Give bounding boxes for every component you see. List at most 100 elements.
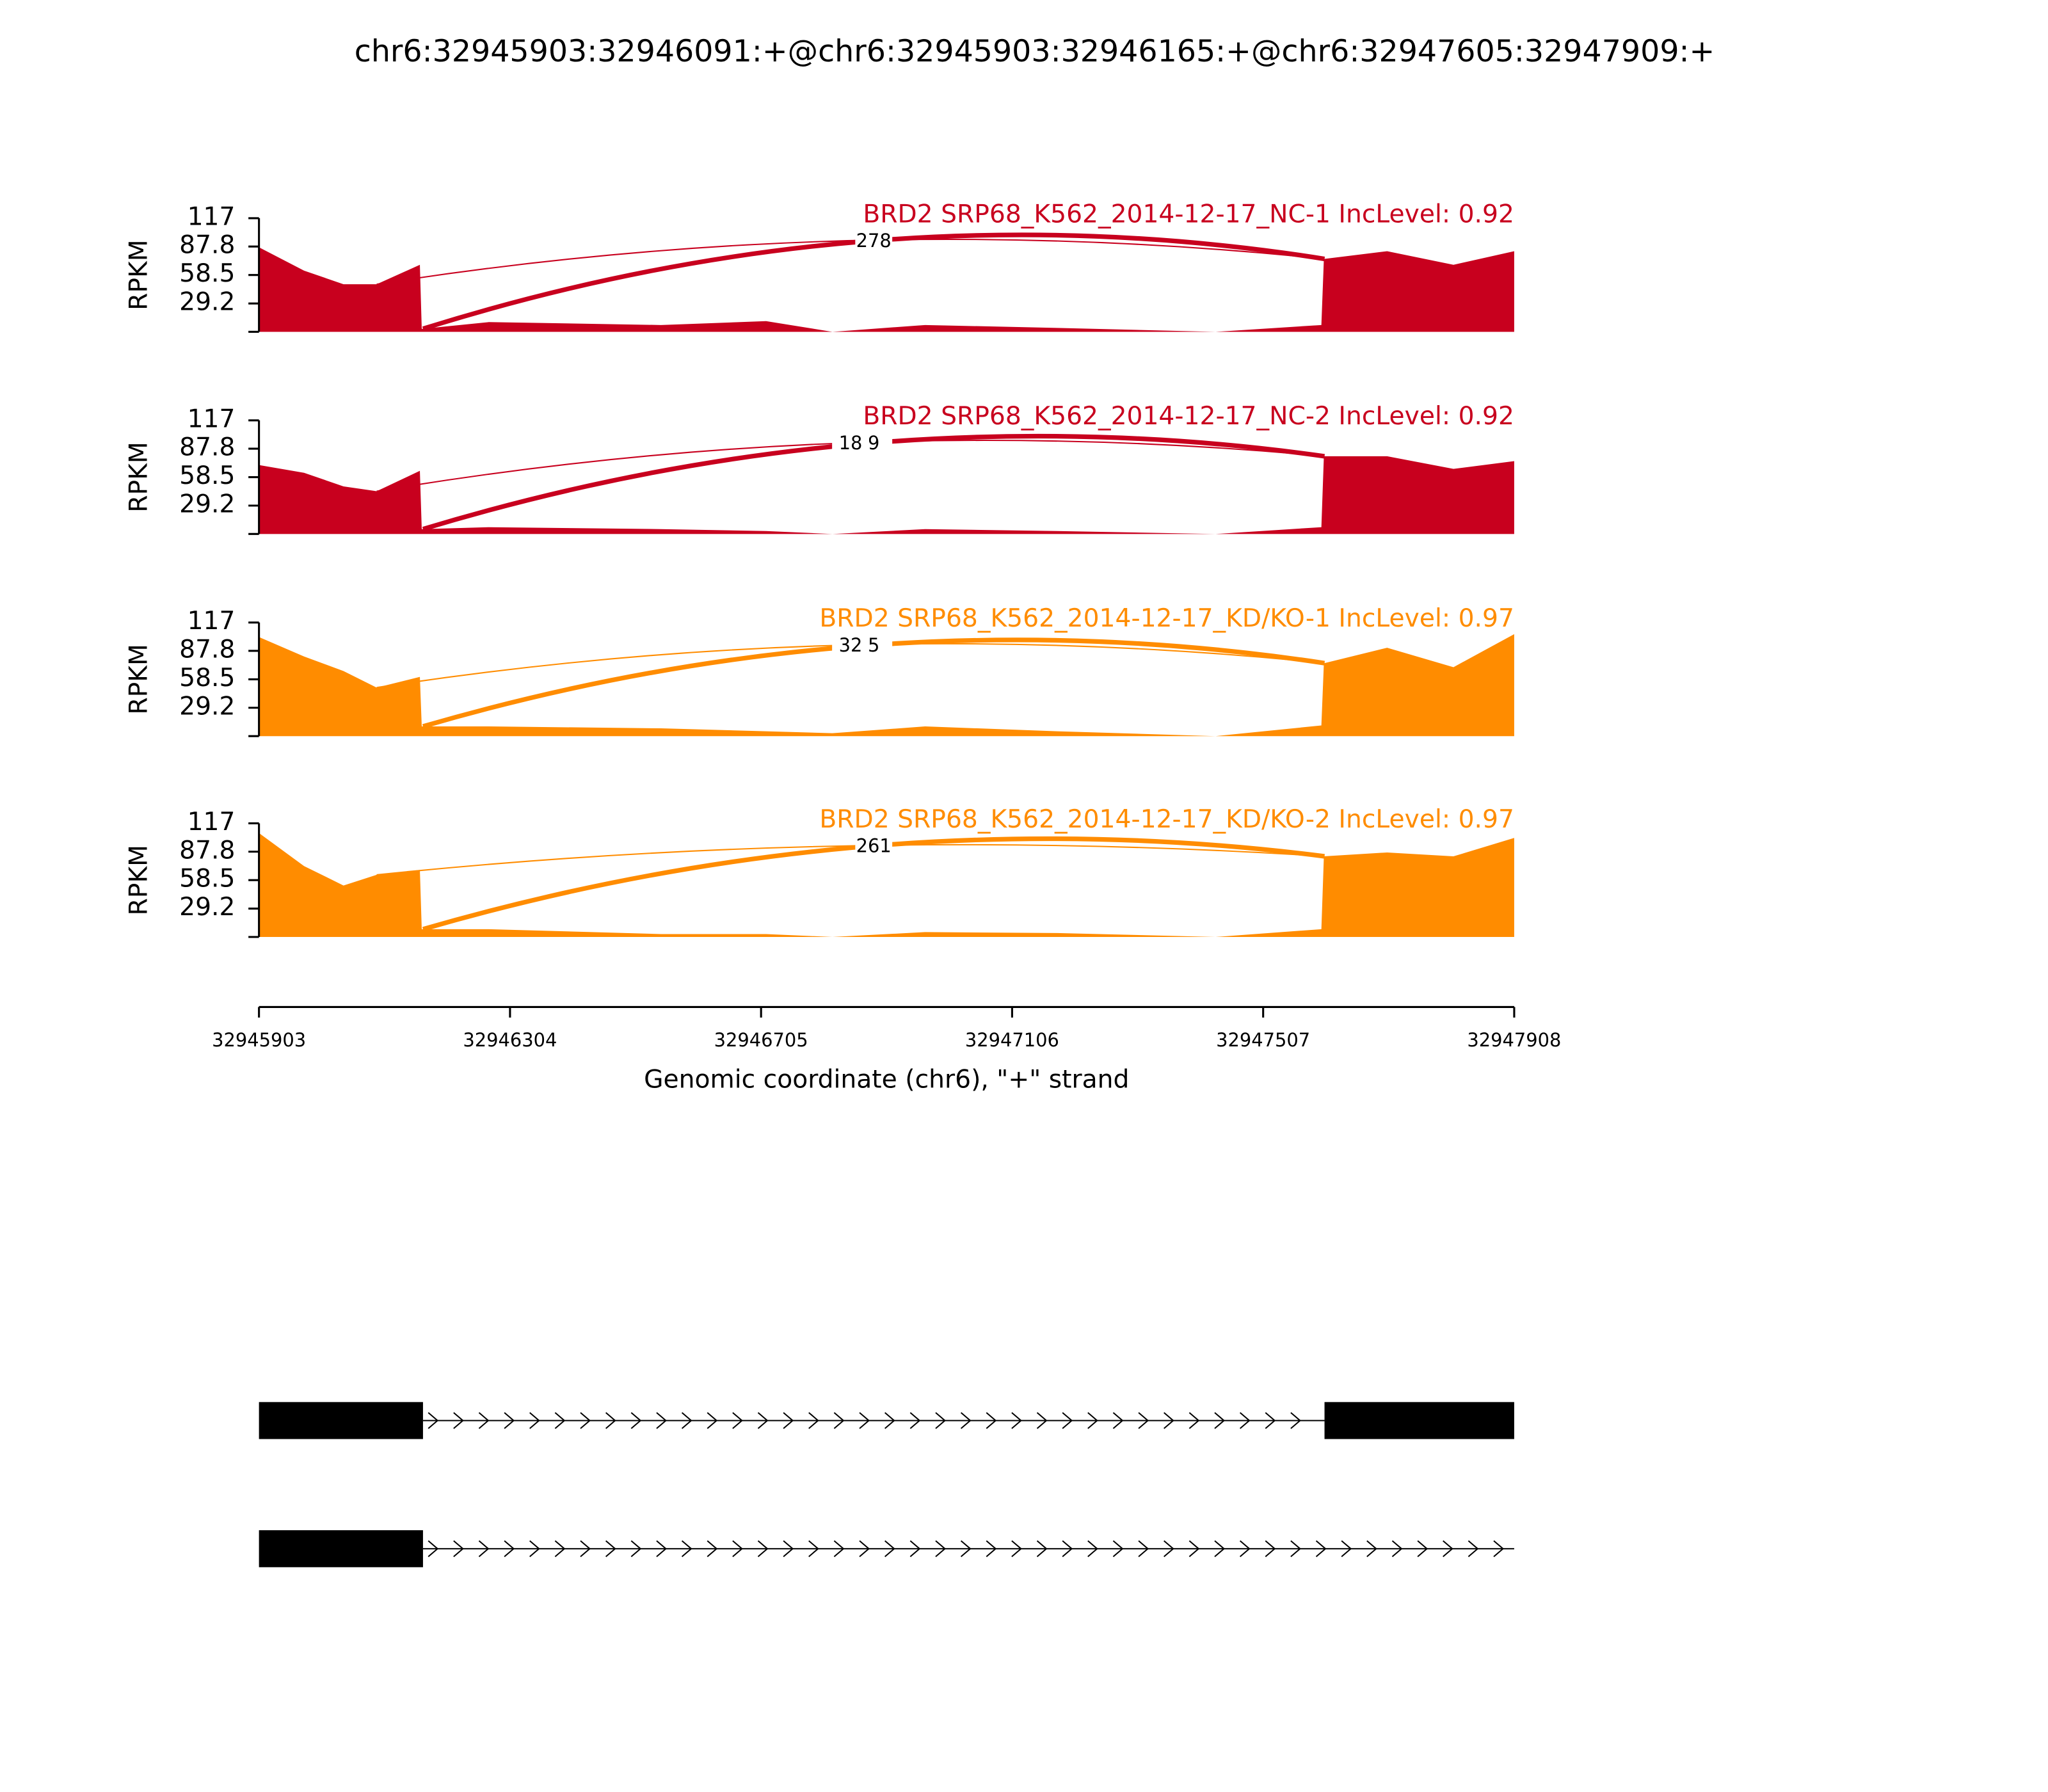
- y-tick-label: 117: [188, 404, 236, 433]
- strand-chevron: [833, 1412, 845, 1429]
- strand-chevron: [1164, 1412, 1174, 1429]
- junction-arc: [376, 844, 1325, 876]
- y-axis-label: RPKM: [124, 644, 153, 714]
- strand-chevron: [935, 1540, 947, 1558]
- strand-chevron: [504, 1540, 515, 1558]
- junction-count: 278: [856, 230, 892, 252]
- strand-chevron: [428, 1540, 439, 1558]
- strand-chevron: [1239, 1540, 1251, 1558]
- strand-chevron: [783, 1412, 794, 1429]
- x-tick-label: 32945903: [212, 1029, 306, 1051]
- strand-chevron: [554, 1412, 566, 1429]
- strand-chevron: [478, 1540, 490, 1558]
- strand-chevron: [1138, 1540, 1149, 1558]
- x-tick-label: 32946304: [463, 1029, 557, 1051]
- strand-chevron: [1443, 1540, 1453, 1558]
- junction-label-bg: [832, 634, 869, 656]
- strand-chevron: [529, 1412, 540, 1429]
- strand-chevron: [1164, 1540, 1174, 1558]
- x-axis-label: Genomic coordinate (chr6), "+" strand: [644, 1066, 1129, 1094]
- strand-chevron: [1087, 1412, 1098, 1429]
- strand-chevron: [681, 1540, 692, 1558]
- strand-chevron: [1468, 1540, 1479, 1558]
- strand-chevron: [681, 1412, 692, 1429]
- strand-chevron: [1138, 1412, 1149, 1429]
- y-tick-label: 58.5: [179, 865, 235, 893]
- coverage-area: [259, 247, 1514, 332]
- y-tick-label: 87.8: [179, 836, 235, 865]
- strand-chevron: [1036, 1412, 1048, 1429]
- y-axis-label: RPKM: [124, 442, 153, 512]
- coverage-area: [259, 634, 1514, 737]
- junction-count: 261: [856, 835, 892, 857]
- junction-count: 32: [839, 634, 863, 656]
- panel-title: BRD2 SRP68_K562_2014-12-17_KD/KO-2 IncLe…: [819, 805, 1514, 834]
- y-tick-label: 117: [188, 808, 236, 836]
- strand-chevron: [1087, 1540, 1098, 1558]
- strand-chevron: [1214, 1540, 1226, 1558]
- strand-chevron: [909, 1540, 921, 1558]
- strand-chevron: [478, 1412, 490, 1429]
- y-tick-label: 87.8: [179, 433, 235, 462]
- strand-chevron: [453, 1412, 464, 1429]
- strand-chevron: [605, 1412, 616, 1429]
- strand-chevron: [1112, 1412, 1124, 1429]
- strand-chevron: [630, 1540, 642, 1558]
- x-tick-label: 32946705: [714, 1029, 808, 1051]
- strand-chevron: [757, 1540, 769, 1558]
- strand-chevron: [707, 1540, 718, 1558]
- strand-chevron: [960, 1540, 972, 1558]
- figure-title: chr6:32945903:32946091:+@chr6:32945903:3…: [355, 34, 1715, 69]
- strand-chevron: [630, 1412, 642, 1429]
- strand-chevron: [504, 1412, 515, 1429]
- exon: [259, 1402, 423, 1439]
- strand-chevron: [935, 1412, 947, 1429]
- strand-chevron: [808, 1412, 819, 1429]
- y-axis-label: RPKM: [124, 845, 153, 915]
- junction-arc: [376, 238, 1325, 285]
- junction-label-bg: [855, 230, 893, 252]
- strand-chevron: [1011, 1540, 1022, 1558]
- strand-chevron: [986, 1540, 997, 1558]
- coverage-area: [259, 456, 1514, 534]
- strand-chevron: [707, 1412, 718, 1429]
- strand-chevron: [1265, 1412, 1276, 1429]
- strand-chevron: [580, 1412, 591, 1429]
- strand-chevron: [732, 1540, 743, 1558]
- strand-chevron: [1188, 1540, 1200, 1558]
- strand-chevron: [1290, 1540, 1301, 1558]
- strand-chevron: [656, 1412, 667, 1429]
- strand-chevron: [1062, 1540, 1073, 1558]
- strand-chevron: [656, 1540, 667, 1558]
- y-tick-label: 29.2: [179, 893, 235, 922]
- y-tick-label: 117: [188, 202, 236, 231]
- strand-chevron: [1188, 1412, 1200, 1429]
- y-tick-label: 87.8: [179, 231, 235, 260]
- strand-chevron: [1214, 1412, 1226, 1429]
- coverage-area: [259, 833, 1514, 937]
- y-tick-label: 58.5: [179, 664, 235, 692]
- strand-chevron: [884, 1540, 895, 1558]
- exon: [1324, 1402, 1514, 1439]
- strand-chevron: [1315, 1540, 1327, 1558]
- strand-chevron: [1366, 1540, 1377, 1558]
- strand-chevron: [1341, 1540, 1352, 1558]
- y-tick-label: 29.2: [179, 692, 235, 721]
- strand-chevron: [1290, 1412, 1301, 1429]
- strand-chevron: [580, 1540, 591, 1558]
- panel-title: BRD2 SRP68_K562_2014-12-17_NC-1 IncLevel…: [863, 200, 1514, 228]
- strand-chevron: [1493, 1540, 1505, 1558]
- strand-chevron: [986, 1412, 997, 1429]
- strand-chevron: [428, 1412, 439, 1429]
- strand-chevron: [1239, 1412, 1251, 1429]
- strand-chevron: [1011, 1412, 1022, 1429]
- junction-count: 5: [868, 634, 879, 656]
- junction-label-bg: [832, 432, 869, 454]
- y-tick-label: 58.5: [179, 259, 235, 288]
- strand-chevron: [1112, 1540, 1124, 1558]
- x-tick-label: 32947908: [1467, 1029, 1561, 1051]
- junction-count: 9: [868, 432, 879, 454]
- x-tick-label: 32947106: [965, 1029, 1059, 1051]
- y-tick-label: 87.8: [179, 635, 235, 664]
- y-tick-label: 29.2: [179, 490, 235, 519]
